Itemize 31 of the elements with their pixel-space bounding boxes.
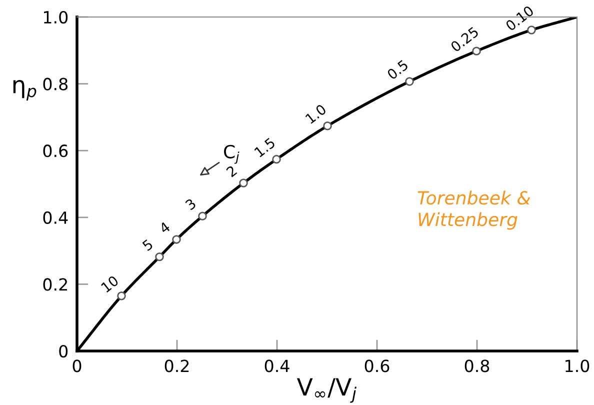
annotation: 0.10 bbox=[504, 5, 534, 32]
point bbox=[117, 292, 126, 300]
point bbox=[155, 252, 164, 262]
point bbox=[405, 77, 414, 86]
x-tick-label: 0.8 bbox=[464, 360, 490, 372]
x-tick-label: 0.2 bbox=[164, 360, 189, 372]
annotation: 1.5 bbox=[254, 137, 276, 158]
point bbox=[239, 178, 248, 188]
annotation: 0.5 bbox=[386, 59, 409, 80]
x-tick-label: 0.4 bbox=[264, 360, 290, 372]
x-tick-label: 0.6 bbox=[364, 360, 390, 372]
annotation: 2 bbox=[226, 165, 238, 178]
point bbox=[198, 212, 207, 220]
y-tick-label: 0.2 bbox=[43, 278, 67, 291]
y-axis-title: η$_{p}$ bbox=[13, 80, 36, 100]
y-tick-label: 0 bbox=[59, 344, 68, 358]
y-tick-label: 0.6 bbox=[43, 144, 68, 158]
x-tick-label: 0 bbox=[72, 360, 82, 372]
y-tick-label: 0.4 bbox=[43, 211, 68, 224]
annotation: Torenbeek & Wittenberg bbox=[418, 190, 530, 230]
annotation: 1.0 bbox=[304, 104, 327, 124]
y-tick-label: 1.0 bbox=[44, 10, 68, 24]
annotation: 4 bbox=[158, 221, 171, 234]
y-tick-label: 0.8 bbox=[43, 78, 68, 90]
point bbox=[172, 235, 181, 244]
x-axis-title: V$_{∞}$/V$_{j}$ bbox=[296, 378, 356, 403]
x-tick-label: 1.0 bbox=[566, 360, 590, 372]
annotation: 5 bbox=[142, 239, 154, 252]
annotation: 10 bbox=[100, 275, 120, 293]
annotation: C$_{j}$ bbox=[224, 144, 240, 164]
annotation: 3 bbox=[184, 198, 197, 210]
